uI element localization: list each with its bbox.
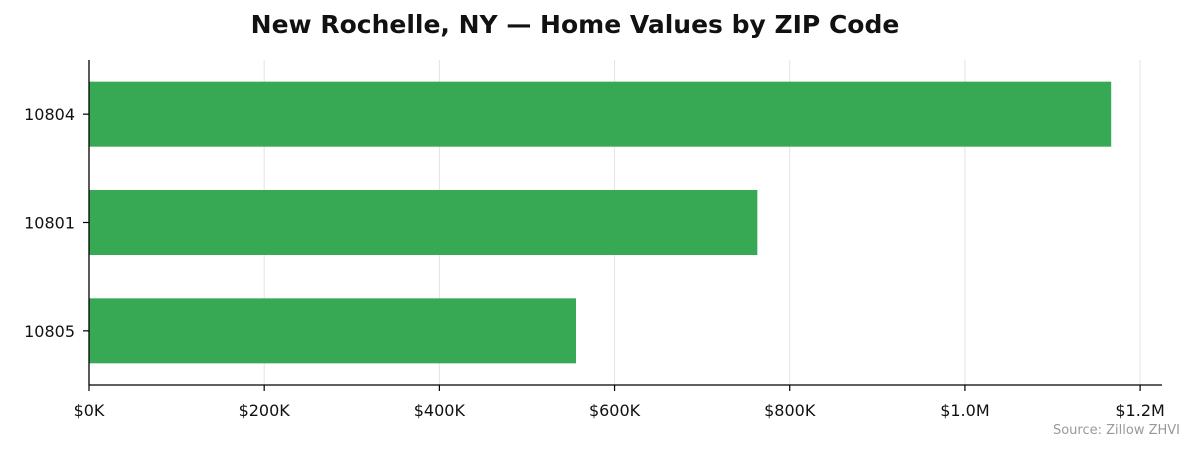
y-tick-label: 10805 — [24, 322, 75, 341]
x-tick-label: $200K — [239, 401, 291, 420]
bar — [89, 190, 758, 255]
x-tick-label: $400K — [414, 401, 466, 420]
x-tick-label: $1.2M — [1115, 401, 1164, 420]
y-tick-label: 10804 — [24, 105, 75, 124]
source-note: Source: Zillow ZHVI — [1052, 423, 1180, 438]
x-tick-label: $1.0M — [940, 401, 989, 420]
x-tick-label: $800K — [764, 401, 816, 420]
bars — [89, 81, 1112, 364]
y-tick-label: 10801 — [24, 214, 75, 233]
y-axis-ticks: 10804 10801 10805 — [24, 105, 89, 341]
x-axis-ticks: $0K $200K $400K $600K $800K $1.0M $1.2M — [74, 385, 1165, 420]
bar — [89, 298, 577, 364]
bar — [89, 81, 1112, 147]
x-tick-label: $600K — [589, 401, 641, 420]
chart-title: New Rochelle, NY — Home Values by ZIP Co… — [250, 10, 900, 39]
x-tick-label: $0K — [74, 401, 105, 420]
